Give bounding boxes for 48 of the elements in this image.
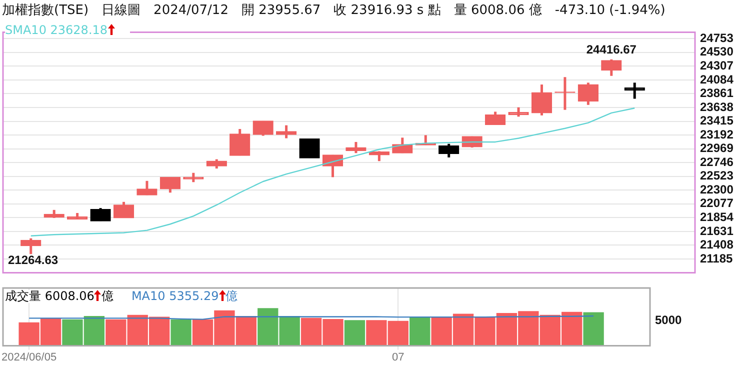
y-tick-label: 24753 <box>700 30 734 45</box>
annotation: 21264.63 <box>8 253 58 268</box>
y-tick-label: 23192 <box>700 127 734 142</box>
bar <box>410 316 430 346</box>
x-tick-label: 2024/06/05 <box>2 351 57 364</box>
candlestick <box>368 150 390 162</box>
bar <box>344 320 366 346</box>
x-tick-label: 07 <box>392 351 404 364</box>
bar <box>583 312 604 346</box>
y-tick-label: 23638 <box>700 100 734 114</box>
candlestick <box>230 128 250 157</box>
annotation: 24416.67 <box>586 42 637 57</box>
text: 億 <box>226 289 238 303</box>
y-tick-label: 24530 <box>700 44 734 59</box>
series-label: 成交量 6008.06 <box>5 289 94 303</box>
y-tick-label: 22523 <box>700 168 734 183</box>
candlestick <box>299 138 320 160</box>
y-tick-label: 23861 <box>700 86 734 100</box>
text: 5000 <box>655 313 682 328</box>
y-axis-title: 億 <box>101 289 114 303</box>
candlestick <box>20 237 42 256</box>
candlestick <box>531 83 552 117</box>
y-tick-label: 21631 <box>700 224 734 238</box>
candlestick <box>508 106 529 118</box>
chart-title: 加權指數(TSE) 日線圖 2024/07/12 開 23955.67 收 23916.93 s 點 量 6008.06 億 -473.10 (-1.94%) <box>2 2 666 20</box>
y-tick-label: 24084 <box>700 72 734 86</box>
y-tick-label: 21854 <box>700 210 734 224</box>
candlestick <box>438 142 460 159</box>
candlestick <box>90 206 111 222</box>
y-tick-label: 24307 <box>700 58 734 72</box>
candlestick <box>484 110 506 126</box>
y-tick-label: 22077 <box>700 196 734 210</box>
candlestick <box>624 81 645 100</box>
candlestick <box>113 200 134 220</box>
y-tick-label: 23415 <box>700 114 734 128</box>
candlestick <box>160 176 181 194</box>
text: SMA10 23628.18 <box>5 23 109 37</box>
y-tick-label: 21408 <box>700 238 734 252</box>
y-tick-label: 22300 <box>700 182 734 196</box>
y-tick-label: 22969 <box>700 141 734 156</box>
series-label: MA10 5355.29 <box>131 289 219 303</box>
y-tick-label: 22746 <box>700 154 734 169</box>
y-tick-label: 21185 <box>700 251 734 266</box>
candlestick <box>578 81 599 106</box>
candlestick <box>206 158 227 170</box>
bar <box>170 319 192 346</box>
candlestick <box>252 120 274 138</box>
candlestick <box>601 58 622 78</box>
